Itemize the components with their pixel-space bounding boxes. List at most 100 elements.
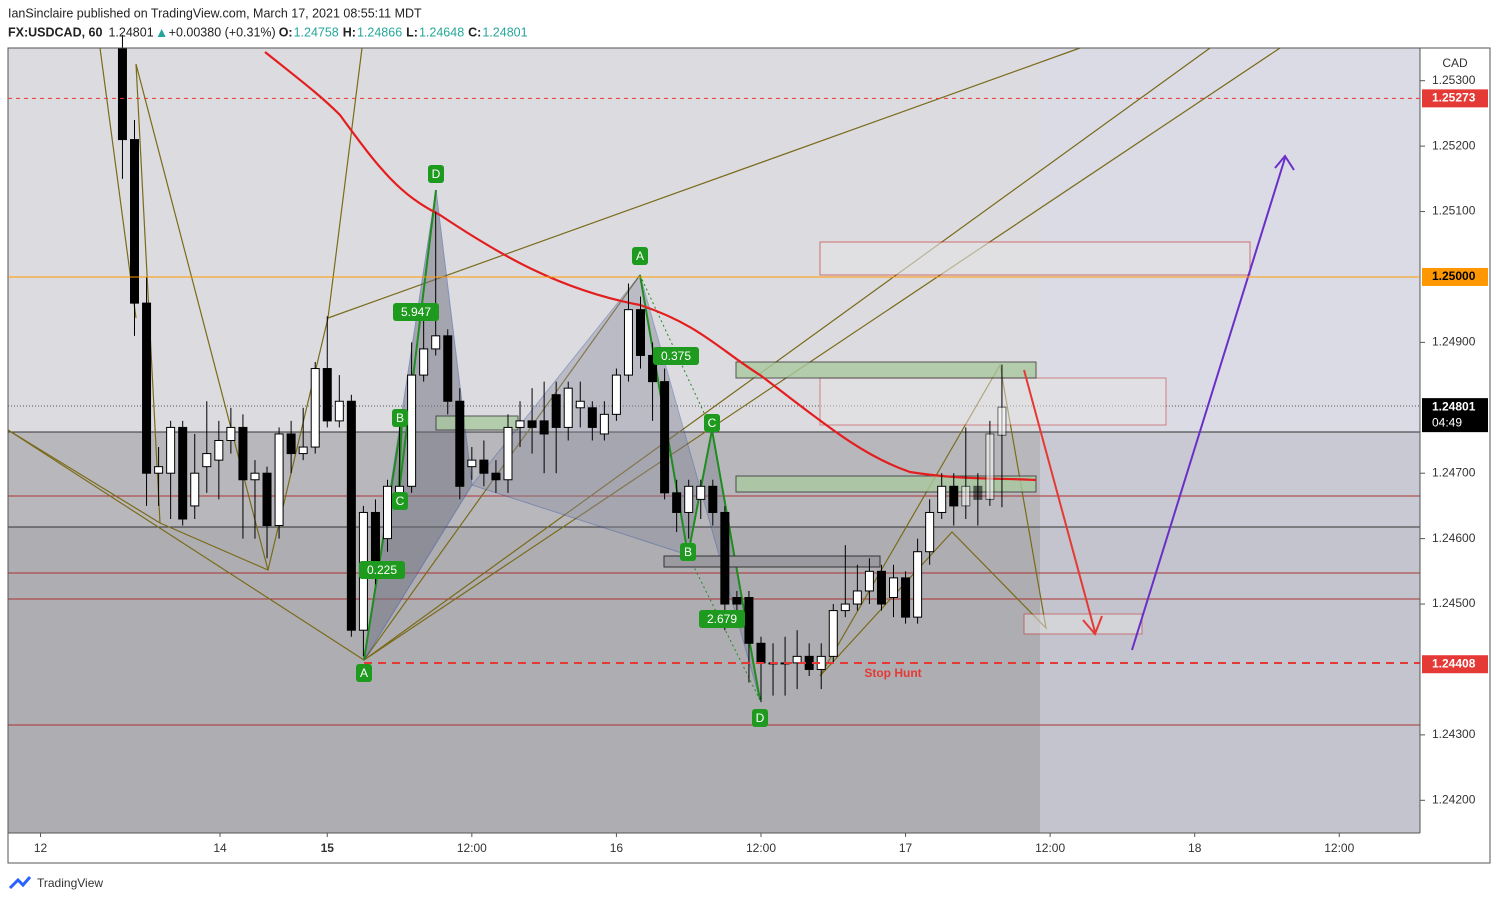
candle-body: [419, 348, 429, 376]
ohlc-label: C:: [468, 25, 481, 39]
x-tick-label: 12: [34, 841, 48, 855]
candle-body: [298, 446, 308, 455]
candle-body: [527, 420, 537, 428]
candle-body: [130, 139, 140, 304]
candle-body: [587, 407, 597, 428]
x-tick-label: 15: [321, 841, 335, 855]
candle-body: [913, 551, 923, 618]
candle-body: [744, 597, 754, 644]
price-label: 1.24408: [1432, 656, 1476, 670]
candle-body: [925, 511, 935, 553]
ohlc-label: O:: [279, 25, 293, 39]
zone: [1040, 48, 1420, 833]
y-tick-label: 1.24200: [1432, 792, 1476, 806]
logo: [8, 876, 32, 890]
candle-body: [154, 466, 164, 474]
annotation-label: A: [636, 249, 644, 263]
candle-body: [479, 459, 489, 474]
price-axis: [1420, 48, 1498, 833]
annotation-box: [632, 247, 648, 265]
ohlc-value: 1.24866: [357, 25, 402, 39]
annotation-label: B: [684, 545, 692, 559]
zones: [435, 241, 1251, 635]
x-tick-label: 12:00: [1035, 841, 1065, 855]
candle-body: [503, 426, 513, 481]
y-tick-label: 1.25200: [1432, 138, 1476, 152]
candle-body: [551, 394, 561, 428]
candle-body: [286, 433, 296, 455]
publisher: IanSinclaire published on TradingView.co…: [8, 6, 422, 20]
ohlc-label: H:: [343, 25, 356, 39]
annotation-box: [392, 409, 408, 427]
candle-body: [961, 485, 971, 507]
x-tick-label: 16: [610, 841, 624, 855]
annotation-box: [356, 664, 372, 682]
candle-body: [214, 440, 224, 461]
candle-body: [443, 335, 453, 402]
annotation-box: [653, 347, 699, 365]
annotation-label: C: [396, 494, 405, 508]
change: +0.00380 (+0.31%): [169, 25, 276, 39]
candle-body: [636, 309, 646, 356]
candle-body: [334, 400, 344, 422]
candle-body: [395, 485, 405, 494]
annotation-label: 0.375: [661, 349, 691, 363]
candle-body: [322, 368, 332, 422]
candle-body: [901, 577, 911, 618]
candle-body: [310, 368, 320, 448]
candle-body: [985, 433, 995, 500]
candle-body: [840, 603, 850, 612]
candle-body: [467, 459, 477, 468]
candle-body: [864, 570, 874, 592]
candle-body: [660, 381, 670, 494]
candle-body: [696, 485, 706, 500]
candle-body: [250, 472, 260, 481]
annotation-box: [680, 543, 696, 561]
candle-body: [732, 597, 742, 605]
ohlc-value: 1.24648: [419, 25, 464, 39]
annotation-box: [392, 492, 408, 510]
countdown: 04:49: [1432, 415, 1462, 429]
up-arrow: [157, 29, 166, 37]
annotation-label: B: [396, 411, 404, 425]
candle-body: [117, 47, 127, 141]
candle-body: [226, 426, 236, 441]
price-label-bg: [1422, 89, 1488, 108]
candle-body: [684, 485, 694, 513]
candle-body: [346, 400, 356, 631]
candle-body: [708, 485, 718, 513]
ohlc-label: L:: [406, 25, 418, 39]
x-tick-label: 12:00: [457, 841, 487, 855]
annotation-label: A: [360, 666, 368, 680]
candle-body: [611, 374, 621, 415]
axes: 1.24200 1.24300 1.24500 1.24600 1.24700 1.249…: [34, 73, 1476, 855]
annotation-box: [704, 414, 720, 432]
price-label: 1.25273: [1432, 91, 1476, 105]
candle-body: [407, 374, 417, 487]
x-tick-label: 18: [1188, 841, 1202, 855]
annotation-label: 5.947: [401, 305, 431, 319]
y-tick-label: 1.24500: [1432, 596, 1476, 610]
ohlc-value: 1.24801: [482, 25, 527, 39]
candle-body: [539, 420, 549, 435]
price-label: 1.25000: [1432, 269, 1476, 283]
candle-body: [876, 570, 886, 605]
annotation-box: [393, 303, 439, 321]
annotation-label: D: [432, 167, 441, 181]
annotation-text: Stop Hunt: [864, 666, 921, 680]
candle-body: [949, 485, 959, 507]
candle-body: [720, 511, 730, 605]
candle-body: [202, 453, 212, 468]
arrows: [1023, 154, 1295, 651]
candle-body: [238, 426, 248, 481]
candle-body: [274, 433, 284, 527]
price-label-bg: [1422, 267, 1488, 286]
candle-body: [190, 472, 200, 507]
candle-body: [973, 485, 983, 500]
last-price-bg: [1422, 398, 1488, 433]
annotation-label: 0.225: [367, 563, 397, 577]
y-tick-label: 1.24900: [1432, 335, 1476, 349]
ohlc-value: 1.24758: [294, 25, 339, 39]
candle-body: [142, 302, 152, 474]
